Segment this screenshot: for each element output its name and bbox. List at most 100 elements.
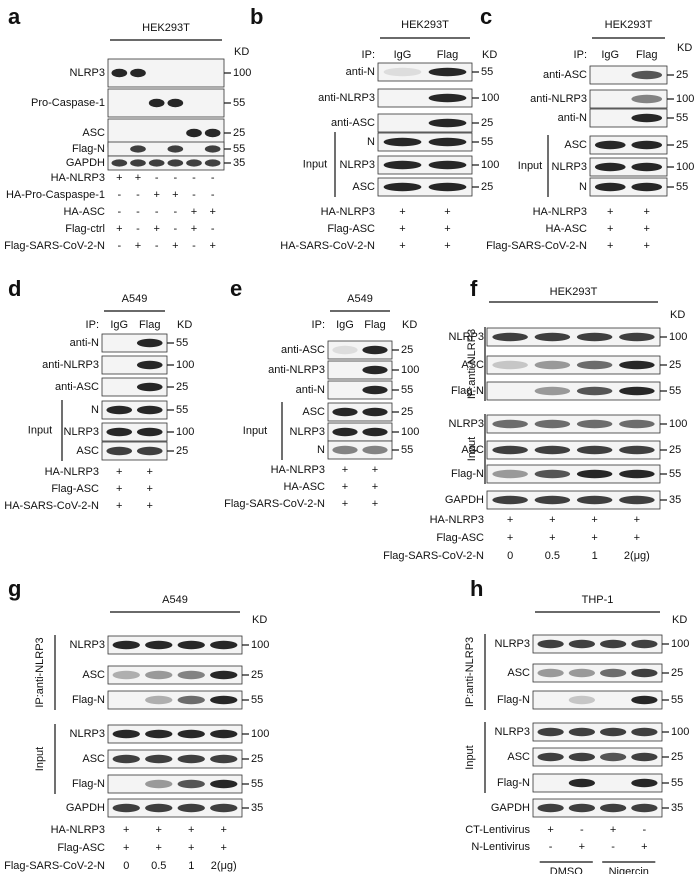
band (534, 386, 571, 396)
treatment-mark: + (123, 824, 129, 836)
treatment-mark: - (643, 824, 647, 836)
lane-label: IgG (394, 49, 412, 61)
band (428, 160, 467, 170)
treatment-mark: + (372, 464, 378, 476)
band (210, 640, 238, 650)
marker-label: 100 (176, 426, 194, 438)
marker-label: 55 (251, 694, 263, 706)
treatment-mark: - (173, 206, 177, 218)
treatment-mark: + (188, 842, 194, 854)
blot-frame (107, 88, 225, 118)
marker-label: 100 (481, 159, 499, 171)
treatment-mark: + (607, 206, 613, 218)
treatment-mark: - (580, 824, 584, 836)
treatment-mark: 0 (123, 860, 129, 872)
treatment-mark: 1 (592, 550, 598, 562)
treatment-mark: + (399, 223, 405, 235)
treatment-mark: + (221, 842, 227, 854)
band (210, 779, 238, 789)
treatment-label: Flag-ASC (51, 483, 99, 495)
treatment-mark: - (211, 189, 215, 201)
treatment-label: HA-Pro-Caspaspe-1 (6, 189, 105, 201)
band (145, 695, 173, 705)
band (383, 182, 422, 192)
band (186, 128, 202, 138)
blot-label: anti-N (296, 384, 325, 396)
blot-label: ASC (507, 667, 530, 679)
treatment-mark: - (192, 240, 196, 252)
treatment-mark: 0.5 (151, 860, 166, 872)
treatment-mark: + (172, 189, 178, 201)
band (619, 495, 655, 505)
section-label: Input (466, 437, 478, 461)
band (177, 803, 205, 813)
band (332, 345, 358, 355)
treatment-label: HA-NLRP3 (430, 514, 484, 526)
blot-label: GAPDH (66, 802, 105, 814)
band (332, 407, 358, 417)
band (136, 382, 163, 392)
condition-label: Nigercin (609, 866, 649, 874)
marker-label: 25 (669, 359, 681, 371)
band (568, 639, 595, 649)
band (130, 159, 146, 167)
band (576, 360, 613, 370)
treatment-mark: + (444, 223, 450, 235)
treatment-mark: - (155, 172, 159, 184)
marker-label: 55 (233, 97, 245, 109)
blot-label: NLRP3 (495, 726, 530, 738)
blot-label: Pro-Caspase-1 (31, 97, 105, 109)
blot-label: NLRP3 (70, 67, 105, 79)
band (576, 332, 613, 342)
band (631, 182, 663, 192)
band (631, 94, 663, 104)
band (534, 360, 571, 370)
panel-letter: e (230, 276, 242, 301)
band (492, 445, 528, 455)
section-label: Input (28, 424, 52, 436)
treatment-label: HA-NLRP3 (271, 464, 325, 476)
blot-label: ASC (461, 444, 484, 456)
treatment-mark: - (117, 189, 121, 201)
treatment-mark: 0.5 (545, 550, 560, 562)
treatment-mark: - (211, 172, 215, 184)
band (534, 445, 571, 455)
marker-label: 55 (669, 468, 681, 480)
band (130, 145, 146, 153)
treatment-mark: - (136, 189, 140, 201)
treatment-mark: 0 (507, 550, 513, 562)
band (136, 338, 163, 348)
treatment-label: HA-NLRP3 (321, 206, 375, 218)
lane-label: Flag (364, 319, 385, 331)
band (537, 668, 564, 678)
blot-label: GAPDH (445, 494, 484, 506)
band (534, 332, 571, 342)
treatment-mark: - (211, 223, 215, 235)
cell-line: THP-1 (582, 594, 614, 606)
condition-label: DMSO (550, 866, 583, 874)
marker-label: 100 (671, 638, 689, 650)
blot-label: Flag-N (497, 777, 530, 789)
blot-label: anti-N (346, 66, 375, 78)
band (576, 419, 613, 429)
treatment-mark: - (173, 223, 177, 235)
marker-label: 100 (251, 639, 269, 651)
treatment-mark: - (192, 189, 196, 201)
band (428, 118, 467, 128)
band (177, 779, 205, 789)
band (568, 727, 595, 737)
band (167, 159, 184, 167)
marker-label: 25 (401, 406, 413, 418)
band (362, 345, 388, 355)
marker-label: 25 (676, 69, 688, 81)
band (594, 140, 626, 150)
treatment-mark: + (342, 481, 348, 493)
marker-label: 25 (481, 181, 493, 193)
treatment-label: Flag-SARS-CoV-2-N (4, 860, 105, 872)
band (537, 752, 564, 762)
treatment-label: HA-NLRP3 (45, 466, 99, 478)
treatment-mark: + (221, 824, 227, 836)
marker-label: 55 (669, 385, 681, 397)
band (492, 419, 528, 429)
treatment-mark: + (372, 481, 378, 493)
